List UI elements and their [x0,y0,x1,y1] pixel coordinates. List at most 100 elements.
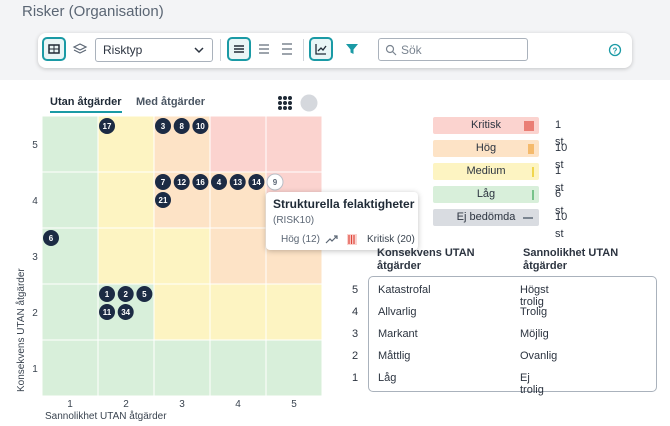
page-title: Risker (Organisation) [22,3,164,20]
list-sparse-button[interactable] [275,37,299,61]
y-tick-label: 1 [32,364,38,375]
marker-label: 21 [159,196,168,205]
matrix-cell [41,283,99,341]
risk-marker[interactable]: 4 [211,174,227,190]
risk-marker[interactable]: 3 [155,118,171,134]
risk-marker[interactable]: 8 [173,118,190,134]
marker-label: 9 [273,178,278,187]
marker-circle [192,174,209,190]
risk-marker[interactable]: 7 [155,174,171,190]
legend-icon [532,190,534,200]
marker-circle [155,192,171,208]
legend-count: 6 st [555,188,564,217]
x-axis-title: Sannolikhet UTAN åtgärder [45,410,167,422]
search-placeholder: Sök [401,43,422,57]
marker-label: 4 [217,178,222,187]
risk-marker[interactable]: 1 [99,286,115,302]
tooltip: Strukturella felaktigheter (RISK10) Hög … [266,192,418,250]
y-tick-label: 3 [32,252,38,263]
tooltip-icons [325,234,357,245]
x-tick-label: 3 [179,399,185,410]
legend-label: Låg [476,188,496,200]
marker-circle [173,118,190,134]
marker-label: 12 [177,178,186,187]
x-tick-label: 2 [123,399,129,410]
risk-marker[interactable]: 21 [155,192,171,208]
legend-label: Medium [466,165,506,177]
risk-marker[interactable]: 13 [229,174,246,190]
matrix-cell [41,339,99,397]
view-toggle[interactable] [276,94,320,114]
matrix-cell [209,115,267,173]
marker-label: 10 [196,122,205,131]
matrix-cell [97,339,155,397]
marker-circle [266,173,284,191]
matrix-cell [209,283,267,341]
marker-circle [173,174,190,190]
risk-marker[interactable]: 9 [266,173,284,191]
filter-button[interactable] [340,37,364,61]
matrix-cell [153,283,211,341]
marker-circle [99,118,115,134]
risk-marker[interactable]: 6 [43,230,59,246]
risk-marker[interactable]: 14 [248,174,265,190]
risk-type-select[interactable]: Risktyp [95,38,213,62]
y-axis-title: Konsekvens UTAN åtgärder [15,268,27,392]
risk-marker[interactable]: 2 [117,286,134,302]
legend-icon [523,217,533,219]
row-level: 4 [352,306,359,318]
toolbar: Risktyp Sök ? [38,33,632,68]
select-text: Risktyp [103,43,143,57]
matrix-cell [153,339,211,397]
marker-label: 13 [233,178,242,187]
layers-button[interactable] [68,37,92,61]
tab[interactable]: Utan åtgärder [50,96,122,113]
tooltip-from: Hög (12) [281,234,320,245]
marker-circle [99,304,115,320]
legend-label: Ej bedömda [456,211,516,223]
search-input[interactable]: Sök [378,38,528,61]
legend-count: 10 st [555,142,568,171]
risk-marker[interactable]: 34 [117,304,134,320]
list-dense-button[interactable] [227,37,251,61]
table-header: Konsekvens UTAN åtgärder [377,247,475,272]
svg-text:?: ? [613,47,618,56]
matrix-cell [41,115,99,173]
risk-marker[interactable]: 11 [99,304,115,320]
marker-label: 16 [196,178,205,187]
marker-circle [248,174,265,190]
marker-label: 11 [103,308,112,317]
row-consequence: Måttlig [378,350,411,362]
risk-marker[interactable]: 16 [192,174,209,190]
matrix-cell [153,227,211,285]
legend-item: Ej bedömda [433,209,539,226]
legend-count: 1 st [555,165,564,194]
marker-circle [155,174,171,190]
row-consequence: Allvarlig [378,306,417,318]
matrix-cell [265,339,323,397]
marker-label: 5 [142,290,147,299]
table-view-button[interactable] [42,37,66,61]
x-tick-label: 4 [235,399,241,410]
table-box [368,276,657,392]
legend-count: 1 st [555,119,564,148]
risk-marker[interactable]: 5 [136,286,153,302]
marker-label: 7 [161,178,166,187]
chart-button[interactable] [309,37,333,61]
y-tick-label: 2 [32,308,38,319]
row-likelihood: Högst trolig [520,284,549,308]
tab[interactable]: Med åtgärder [136,96,206,108]
help-icon[interactable]: ? [608,43,622,57]
marker-circle [192,118,209,134]
marker-circle [136,286,153,302]
legend-item: Låg [433,186,539,203]
legend-item: Kritisk [433,117,539,134]
row-likelihood: Ovanlig [520,350,558,362]
row-level: 2 [352,350,359,362]
risk-marker[interactable]: 17 [99,118,115,134]
risk-marker[interactable]: 12 [173,174,190,190]
row-consequence: Låg [378,372,397,384]
risk-marker[interactable]: 10 [192,118,209,134]
list-button[interactable] [252,37,276,61]
